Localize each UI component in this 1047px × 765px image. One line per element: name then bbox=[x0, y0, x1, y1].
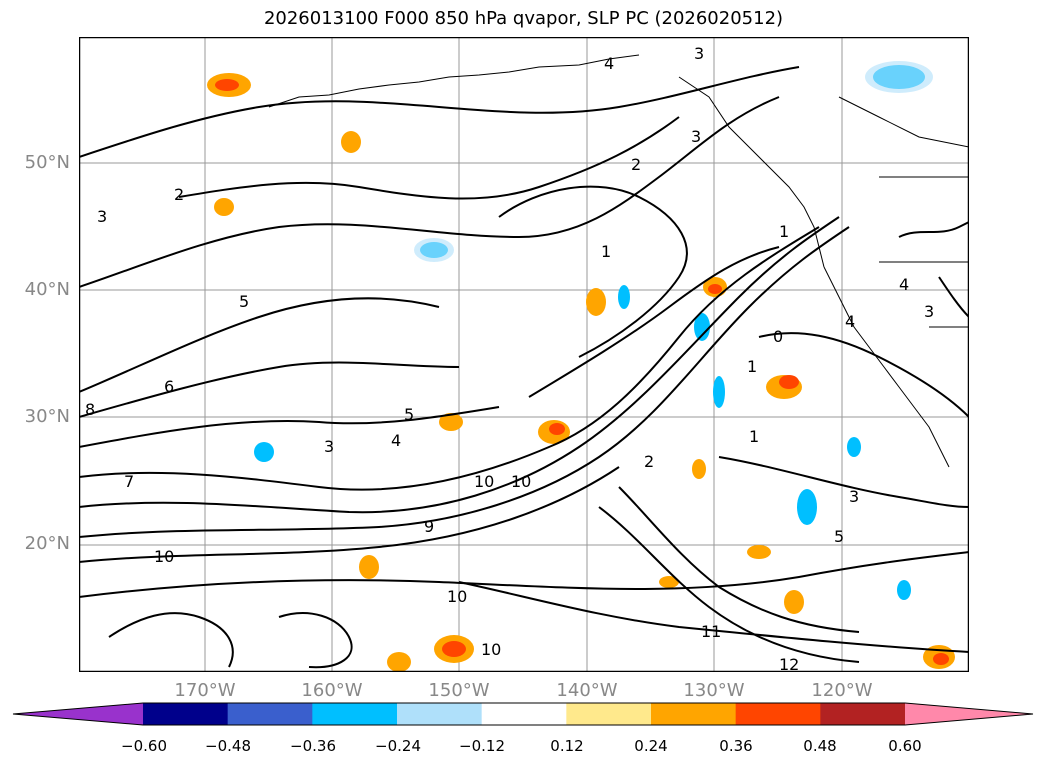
map-plot-area: 3 4 3 5 2 1 0 1 2 3 4 5 6 7 8 9 10 10 10… bbox=[79, 37, 969, 672]
colorbar-tick: 0.12 bbox=[550, 737, 584, 755]
contour-label: 10 bbox=[511, 472, 531, 491]
colorbar-tick: 0.60 bbox=[888, 737, 922, 755]
contour-label: 7 bbox=[124, 472, 134, 491]
colorbar-segment bbox=[566, 703, 652, 725]
contour-label: 1 bbox=[749, 427, 759, 446]
colorbar-tick: −0.48 bbox=[205, 737, 251, 755]
lat-label: 50°N bbox=[24, 152, 70, 173]
contour-label: 10 bbox=[154, 547, 174, 566]
contour-label: 4 bbox=[604, 54, 614, 73]
contour-label: 1 bbox=[601, 242, 611, 261]
colorbar-segment bbox=[397, 703, 483, 725]
contour-label: 10 bbox=[481, 640, 501, 659]
colorbar-segment bbox=[143, 703, 229, 725]
colorbar-segment bbox=[735, 703, 821, 725]
contour-label: 2 bbox=[631, 155, 641, 174]
contour-label: 1 bbox=[747, 357, 757, 376]
map-frame bbox=[79, 37, 969, 672]
colorbar-extend-low bbox=[13, 703, 143, 725]
colorbar-segment bbox=[820, 703, 906, 725]
plot-title: 2026013100 F000 850 hPa qvapor, SLP PC (… bbox=[263, 8, 784, 29]
lon-label: 170°W bbox=[174, 680, 236, 701]
contour-label: 2 bbox=[644, 452, 654, 471]
contour-label: 2 bbox=[174, 185, 184, 204]
contour-label: 4 bbox=[845, 312, 855, 331]
shaded-features bbox=[207, 61, 955, 672]
colorbar-extend-high bbox=[905, 703, 1033, 725]
colorbar-tick: −0.36 bbox=[290, 737, 336, 755]
coastlines bbox=[268, 54, 969, 468]
colorbar-segment bbox=[227, 703, 313, 725]
contour-lines bbox=[79, 66, 969, 669]
contour-label: 6 bbox=[164, 377, 174, 396]
contour-label: 5 bbox=[404, 405, 414, 424]
colorbar-segment bbox=[651, 703, 737, 725]
colorbar-tick: −0.24 bbox=[375, 737, 421, 755]
contour-label: 3 bbox=[691, 127, 701, 146]
contour-label: 8 bbox=[85, 400, 95, 419]
gridlines bbox=[79, 37, 969, 672]
lon-label: 160°W bbox=[301, 680, 363, 701]
lon-label: 130°W bbox=[683, 680, 745, 701]
contour-label: 3 bbox=[694, 44, 704, 63]
colorbar-tick: 0.24 bbox=[634, 737, 668, 755]
contour-label: 12 bbox=[779, 655, 799, 672]
colorbar-segment bbox=[481, 703, 567, 725]
contour-label: 4 bbox=[899, 275, 909, 294]
contour-label: 10 bbox=[474, 472, 494, 491]
contour-label: 5 bbox=[834, 527, 844, 546]
contour-label: 0 bbox=[773, 327, 783, 346]
colorbar-segment bbox=[312, 703, 398, 725]
colorbar-tick: 0.48 bbox=[803, 737, 837, 755]
contour-label: 11 bbox=[701, 622, 721, 641]
contour-label: 1 bbox=[779, 222, 789, 241]
contour-label: 5 bbox=[239, 292, 249, 311]
colorbar bbox=[12, 702, 1034, 726]
lat-label: 30°N bbox=[24, 406, 70, 427]
lon-label: 120°W bbox=[811, 680, 873, 701]
contour-label: 3 bbox=[924, 302, 934, 321]
lat-label: 20°N bbox=[24, 533, 70, 554]
lat-label: 40°N bbox=[24, 279, 70, 300]
contour-label: 10 bbox=[447, 587, 467, 606]
contour-label: 9 bbox=[424, 517, 434, 536]
contour-label: 3 bbox=[849, 487, 859, 506]
contour-label: 3 bbox=[324, 437, 334, 456]
contour-label: 3 bbox=[97, 207, 107, 226]
colorbar-segments bbox=[13, 703, 1033, 725]
colorbar-tick: −0.12 bbox=[459, 737, 505, 755]
colorbar-tick: −0.60 bbox=[121, 737, 167, 755]
contour-labels: 3 4 3 5 2 1 0 1 2 3 4 5 6 7 8 9 10 10 10… bbox=[85, 44, 934, 672]
lon-label: 150°W bbox=[428, 680, 490, 701]
lon-label: 140°W bbox=[556, 680, 618, 701]
colorbar-tick: 0.36 bbox=[719, 737, 753, 755]
contour-label: 4 bbox=[391, 431, 401, 450]
